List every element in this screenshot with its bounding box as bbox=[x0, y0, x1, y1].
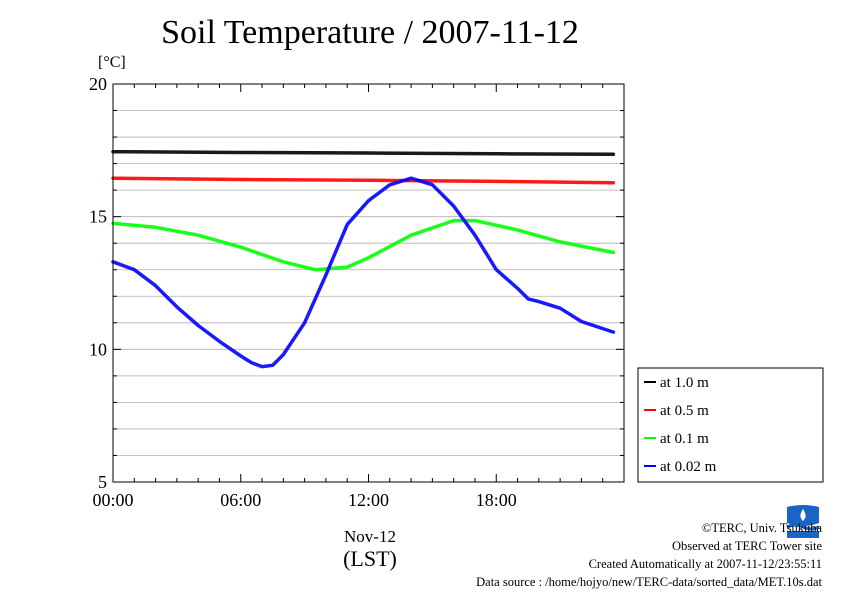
x-axis-lst: (LST) bbox=[343, 546, 397, 571]
legend-label: at 0.1 m bbox=[660, 431, 709, 447]
legend-label: at 0.5 m bbox=[660, 403, 709, 419]
x-tick-label: 12:00 bbox=[348, 490, 389, 510]
axis-ticks: 5 10 15 20 00:00 06:00 12:00 18:00 bbox=[89, 74, 625, 510]
x-tick-label: 06:00 bbox=[220, 490, 261, 510]
y-tick-label: 15 bbox=[89, 207, 107, 227]
y-tick-label: 20 bbox=[89, 74, 107, 94]
footer-copyright: ©TERC, Univ. Tsukuba bbox=[701, 521, 822, 535]
x-axis-label: Nov-12 (LST) bbox=[300, 528, 440, 572]
footer-observed: Observed at TERC Tower site bbox=[671, 539, 822, 553]
footer-created: Created Automatically at 2007-11-12/23:5… bbox=[588, 557, 822, 571]
x-tick-label: 18:00 bbox=[476, 490, 517, 510]
x-axis-date: Nov-12 bbox=[344, 527, 396, 546]
series-line-1 bbox=[111, 176, 616, 185]
series-line-0 bbox=[111, 149, 616, 157]
plot-frame bbox=[112, 83, 625, 483]
y-tick-label: 10 bbox=[89, 339, 107, 359]
y-axis-unit: [°C] bbox=[98, 54, 126, 71]
series-lines bbox=[111, 149, 616, 369]
series-line-3 bbox=[111, 176, 616, 369]
legend-box bbox=[637, 367, 824, 483]
series-line-2 bbox=[111, 218, 616, 272]
legend-label: at 0.02 m bbox=[660, 459, 717, 475]
legend: at 1.0 m at 0.5 m at 0.1 m at 0.02 m bbox=[637, 367, 824, 483]
terc-logo-icon bbox=[783, 503, 823, 539]
y-tick-label: 5 bbox=[98, 472, 107, 492]
chart-title: Soil Temperature / 2007-11-12 bbox=[161, 14, 579, 51]
legend-label: at 1.0 m bbox=[660, 375, 709, 391]
x-tick-label: 00:00 bbox=[92, 490, 133, 510]
grid-lines bbox=[113, 110, 624, 456]
footer-source: Data source : /home/hojyo/new/TERC-data/… bbox=[476, 575, 822, 589]
